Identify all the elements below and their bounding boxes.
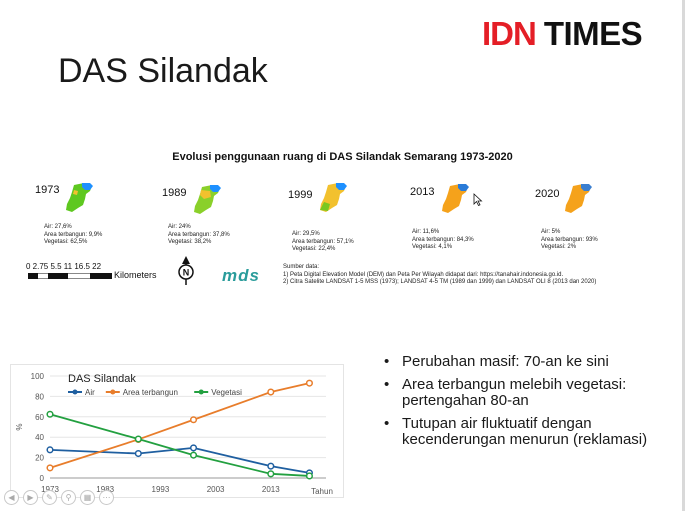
map-year-1989: 1989 bbox=[162, 187, 187, 199]
stat-air: Air: 27,6% bbox=[44, 224, 72, 230]
map-1989 bbox=[194, 185, 221, 214]
stat-air: Air: 29,5% bbox=[292, 231, 320, 237]
data-point bbox=[267, 470, 275, 478]
stat-veg: Vegetasi: 22,4% bbox=[292, 246, 336, 252]
data-point bbox=[134, 435, 142, 443]
data-point bbox=[46, 446, 54, 454]
stats-1999: Air: 29,5% Area terbangun: 57,1% Vegetas… bbox=[292, 231, 354, 254]
slides-icon[interactable]: ▦ bbox=[80, 490, 95, 505]
stat-veg: Vegetasi: 62,5% bbox=[44, 239, 88, 245]
bullet-item: Tutupan air fluktuatif dengan kecenderun… bbox=[384, 416, 674, 448]
map-1973 bbox=[66, 183, 93, 212]
line-chart: 0 20 40 60 80 100 1973 1983 1993 2003 2013 Tahun% DA… bbox=[10, 364, 344, 498]
search-icon[interactable]: ⚲ bbox=[61, 490, 76, 505]
data-point bbox=[305, 379, 313, 387]
logo-times: TIMES bbox=[543, 15, 643, 52]
stat-air: Air: 11,6% bbox=[412, 229, 440, 235]
scale-unit: Kilometers bbox=[114, 270, 157, 280]
map-year-1999: 1999 bbox=[288, 189, 313, 201]
presentation-toolbar: ◀ ▶ ✎ ⚲ ▦ ⋯ bbox=[4, 490, 114, 505]
stat-built: Area terbangun: 9,9% bbox=[44, 231, 103, 238]
north-arrow-icon: N bbox=[178, 256, 194, 285]
stats-2020: Air: 5% Area terbangun: 93% Vegetasi: 2% bbox=[541, 229, 598, 252]
slide-title: DAS Silandak bbox=[58, 52, 268, 90]
y-tick-label: 80 bbox=[35, 392, 44, 401]
x-tick-label: 2013 bbox=[262, 485, 280, 494]
data-point bbox=[305, 472, 313, 480]
data-point bbox=[189, 451, 198, 459]
map-2013 bbox=[442, 184, 469, 213]
legend-label: Air bbox=[85, 388, 95, 397]
back-icon[interactable]: ◀ bbox=[4, 490, 19, 505]
mds-logo: mds bbox=[222, 266, 260, 285]
chart-title: DAS Silandak bbox=[68, 373, 136, 385]
x-axis-label: Tahun bbox=[311, 487, 333, 496]
more-icon[interactable]: ⋯ bbox=[99, 490, 114, 505]
stat-built: Area terbangun: 37,8% bbox=[168, 231, 230, 238]
north-label: N bbox=[183, 268, 190, 278]
data-point bbox=[267, 462, 275, 470]
source-2: 2) Citra Satelite LANDSAT 1-5 MSS (1973)… bbox=[283, 279, 597, 285]
map-2020 bbox=[565, 184, 592, 213]
legend-marker bbox=[198, 389, 204, 395]
window-edge bbox=[682, 0, 685, 511]
mouse-cursor-icon bbox=[473, 193, 483, 207]
bullet-list: Perubahan masif: 70-an ke sini Area terb… bbox=[384, 354, 674, 455]
y-tick-label: 40 bbox=[35, 433, 44, 442]
stat-air: Air: 24% bbox=[168, 224, 191, 230]
legend-label: Vegetasi bbox=[211, 388, 242, 397]
y-tick-label: 60 bbox=[35, 413, 44, 422]
y-axis-label: % bbox=[15, 423, 24, 430]
stat-built: Area terbangun: 57,1% bbox=[292, 238, 354, 245]
scale-bar-graphic bbox=[28, 273, 112, 279]
stats-1973: Air: 27,6% Area terbangun: 9,9% Vegetasi… bbox=[44, 224, 102, 247]
sources-heading: Sumber data: bbox=[283, 264, 320, 270]
scale-ticks: 0 2.75 5.5 11 16.5 22 bbox=[26, 262, 102, 271]
x-tick-label: 2003 bbox=[207, 485, 225, 494]
stat-veg: Vegetasi: 38,2% bbox=[168, 239, 212, 245]
y-tick-label: 20 bbox=[35, 454, 44, 463]
pen-icon[interactable]: ✎ bbox=[42, 490, 57, 505]
play-icon[interactable]: ▶ bbox=[23, 490, 38, 505]
map-year-2013: 2013 bbox=[410, 186, 435, 198]
stat-veg: Vegetasi: 4,1% bbox=[412, 244, 453, 250]
stat-veg: Vegetasi: 2% bbox=[541, 244, 577, 250]
data-point bbox=[134, 449, 142, 458]
legend-marker bbox=[72, 389, 78, 395]
bullet-item: Perubahan masif: 70-an ke sini bbox=[384, 354, 674, 371]
stats-2013: Air: 11,6% Area terbangun: 84,3% Vegetas… bbox=[412, 229, 474, 252]
data-point bbox=[189, 416, 198, 424]
stat-air: Air: 5% bbox=[541, 229, 561, 235]
data-point bbox=[46, 464, 54, 472]
map-year-1973: 1973 bbox=[35, 184, 60, 196]
data-point bbox=[189, 444, 198, 452]
map-year-2020: 2020 bbox=[535, 188, 560, 200]
scale-bar: 0 2.75 5.5 11 16.5 22 Kilometers bbox=[26, 262, 166, 282]
x-tick-label: 1993 bbox=[152, 485, 170, 494]
data-sources: Sumber data: 1) Peta Digital Elevation M… bbox=[283, 264, 596, 287]
data-point bbox=[46, 410, 54, 418]
y-tick-label: 0 bbox=[40, 474, 45, 483]
data-point bbox=[267, 388, 275, 396]
logo-idn: IDN bbox=[482, 15, 537, 52]
legend-label: Area terbangun bbox=[123, 388, 178, 397]
legend-marker bbox=[110, 389, 116, 395]
idn-times-logo: IDN TIMES bbox=[482, 14, 643, 54]
source-1: 1) Peta Digital Elevation Model (DEM) da… bbox=[283, 271, 564, 278]
x-tick-label: 1983 bbox=[96, 485, 114, 494]
map-panel-title: Evolusi penggunaan ruang di DAS Silandak… bbox=[172, 151, 513, 163]
stats-1989: Air: 24% Area terbangun: 37,8% Vegetasi:… bbox=[168, 224, 230, 247]
bullet-item: Area terbangun melebih vegetasi: perteng… bbox=[384, 377, 674, 409]
x-tick-label: 1973 bbox=[41, 485, 59, 494]
y-tick-label: 100 bbox=[31, 372, 45, 381]
map-1999 bbox=[320, 183, 347, 212]
stat-built: Area terbangun: 84,3% bbox=[412, 236, 474, 243]
stat-built: Area terbangun: 93% bbox=[541, 236, 598, 243]
